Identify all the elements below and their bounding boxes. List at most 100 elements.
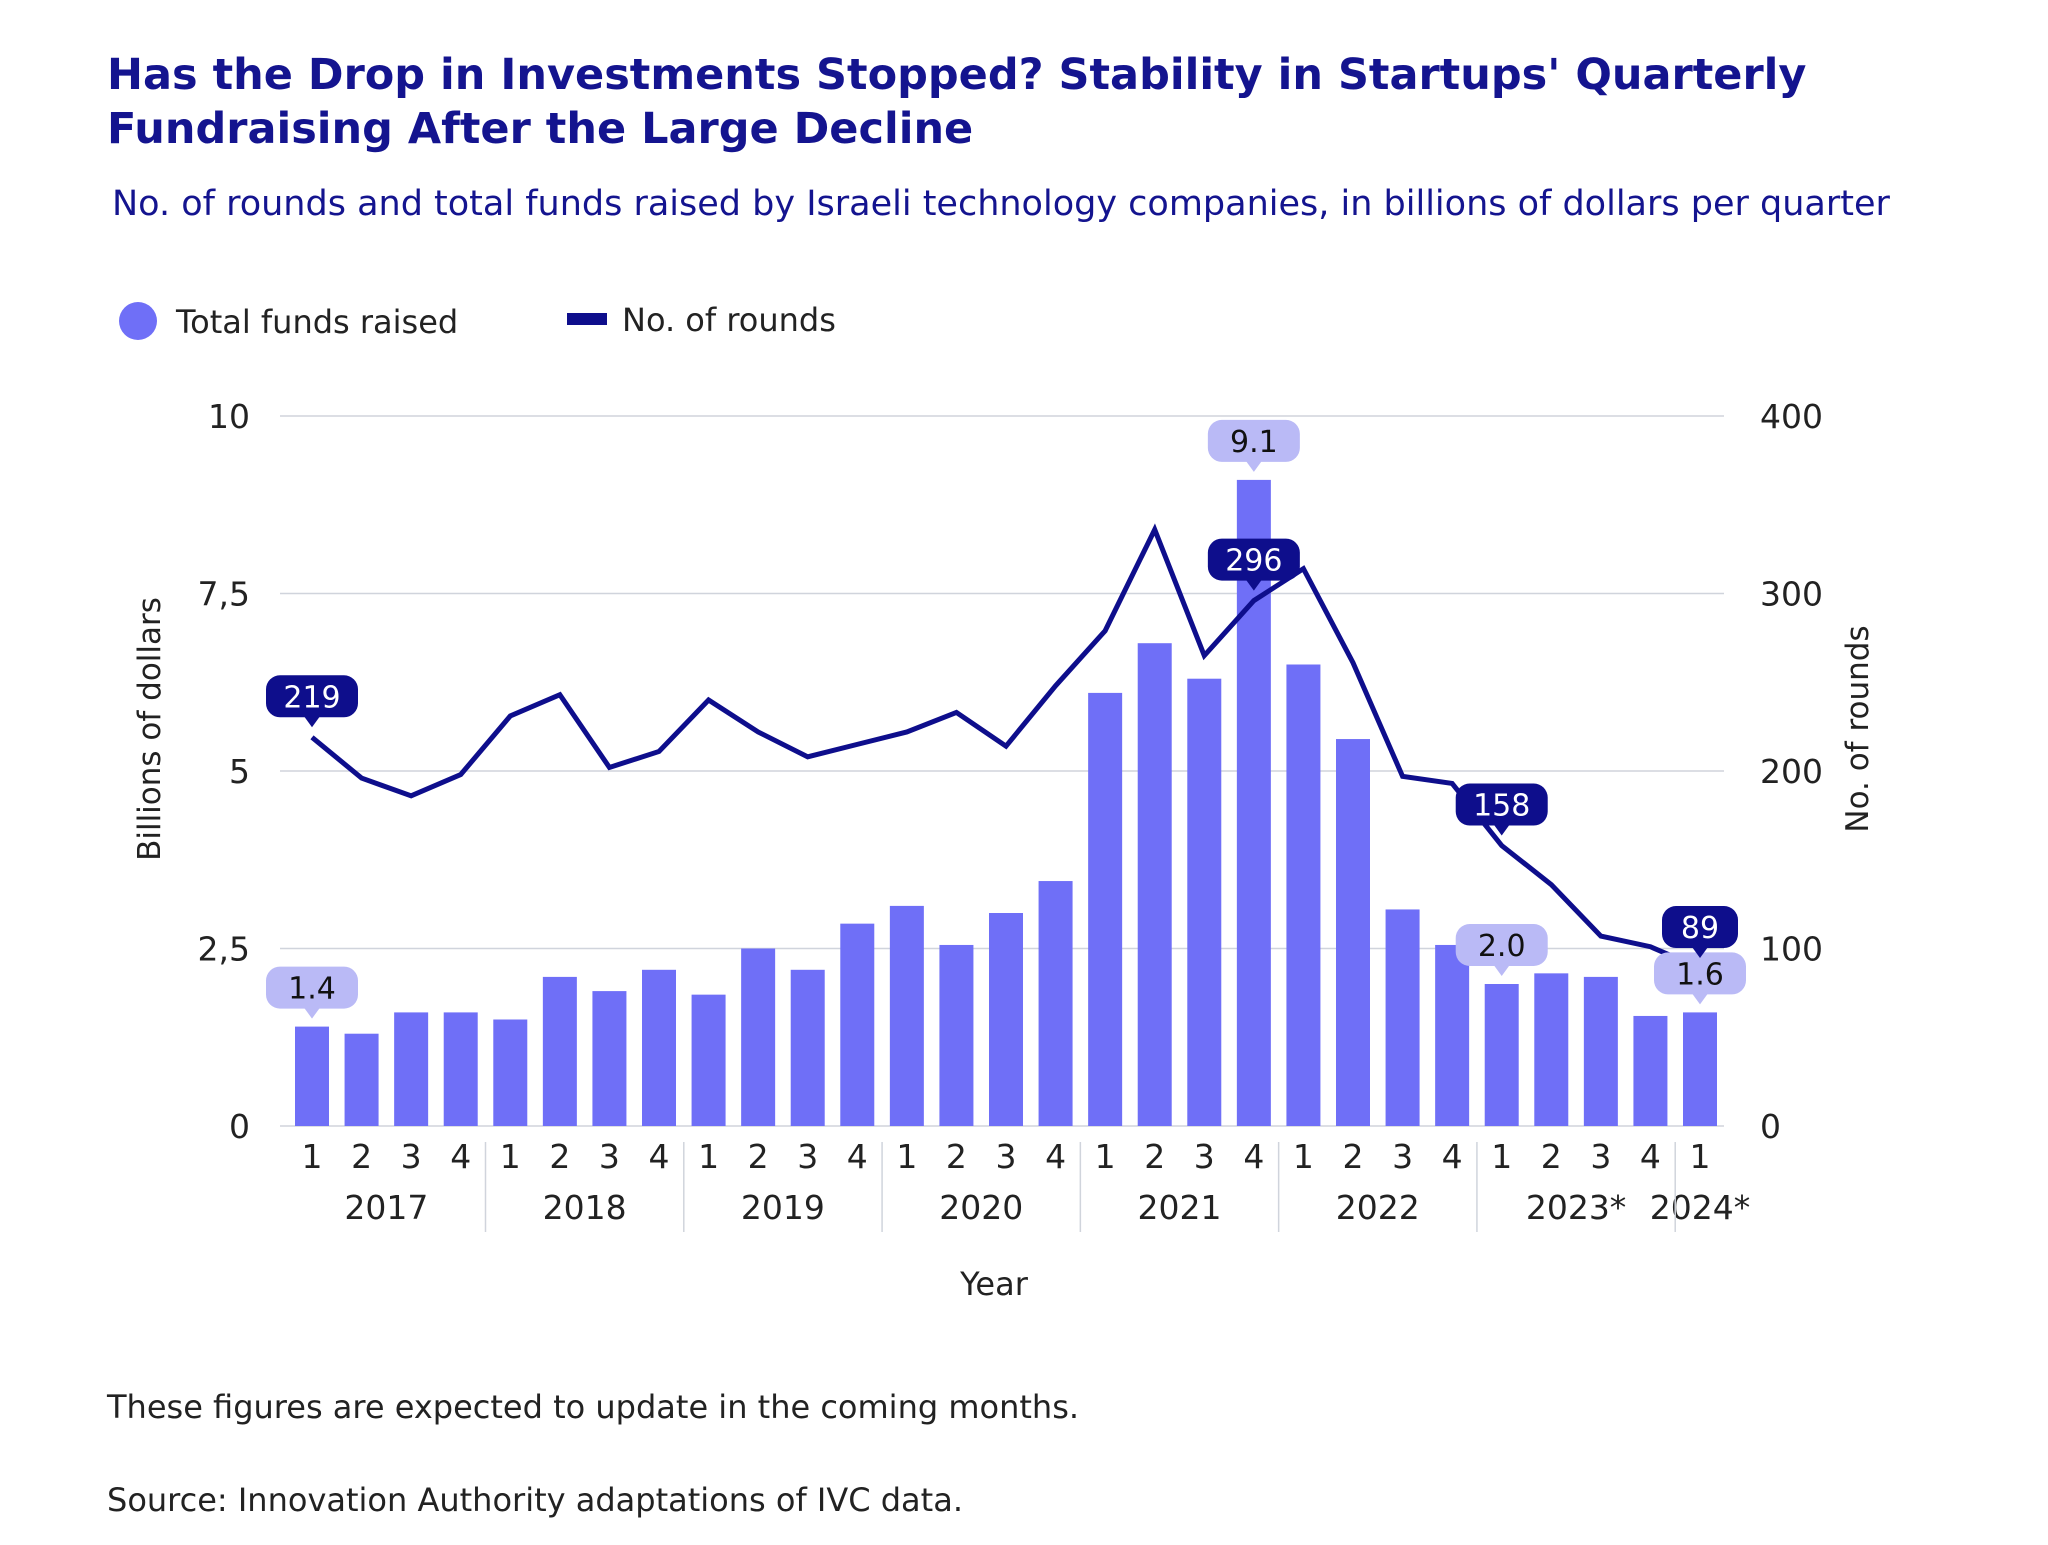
- bar-value-label: 2.0: [1455, 924, 1548, 976]
- label-bubble: [266, 675, 358, 718]
- quarter-tick-label: 1: [896, 1137, 917, 1176]
- quarter-tick-label: 4: [1045, 1137, 1066, 1176]
- bar: [1385, 909, 1420, 1126]
- y-tick-label: 2,5: [198, 930, 250, 969]
- bar: [989, 913, 1023, 1126]
- y2-tick-label: 200: [1760, 752, 1823, 791]
- bar: [592, 991, 627, 1126]
- label-pointer: [1692, 993, 1708, 1005]
- label-pointer: [1245, 460, 1262, 472]
- y2-tick-label: 0: [1760, 1107, 1781, 1146]
- bar: [1633, 1015, 1668, 1126]
- year-tick-label: 2022: [1336, 1188, 1420, 1227]
- bar: [1435, 944, 1470, 1126]
- bar: [1038, 881, 1073, 1126]
- label-text: 2.0: [1478, 929, 1526, 964]
- label-text: 9.1: [1230, 425, 1278, 460]
- quarter-tick-label: 3: [1590, 1137, 1611, 1176]
- y-axis-label: Billions of dollars: [132, 597, 168, 861]
- year-tick-label: 2018: [543, 1188, 627, 1227]
- quarter-tick-label: 1: [302, 1137, 323, 1176]
- quarter-tick-label: 4: [1640, 1137, 1661, 1176]
- quarter-tick-label: 2: [946, 1137, 967, 1176]
- year-tick-label: 2024*: [1650, 1188, 1750, 1227]
- label-text: 1.6: [1676, 957, 1724, 992]
- y2-tick-label: 300: [1760, 575, 1823, 614]
- quarter-tick-label: 4: [450, 1137, 471, 1176]
- bar: [1583, 976, 1618, 1126]
- rounds-line: [310, 523, 1701, 971]
- label-bubble: [1455, 924, 1548, 966]
- label-bubble: [1654, 952, 1746, 995]
- bar: [1484, 984, 1519, 1126]
- bar: [1137, 643, 1172, 1126]
- quarter-tick-label: 2: [1541, 1137, 1562, 1176]
- y-tick-label: 0: [229, 1107, 250, 1146]
- bar: [642, 969, 676, 1126]
- quarter-tick-label: 4: [1243, 1137, 1264, 1176]
- quarter-tick-label: 4: [1442, 1137, 1463, 1176]
- source-note: Source: Innovation Authority adaptations…: [107, 1481, 963, 1519]
- year-tick-label: 2019: [741, 1188, 825, 1227]
- label-bubble: [1207, 419, 1300, 462]
- y-tick-label: 7,5: [198, 575, 250, 614]
- bar: [1683, 1012, 1717, 1126]
- year-tick-label: 2023*: [1526, 1188, 1626, 1227]
- bar-value-label: 9.1: [1207, 419, 1300, 472]
- quarter-tick-label: 3: [401, 1137, 422, 1176]
- label-bubble: [266, 966, 358, 1009]
- label-text: 219: [283, 680, 340, 715]
- quarter-tick-label: 3: [1392, 1137, 1413, 1176]
- quarter-tick-label: 1: [500, 1137, 521, 1176]
- label-bubble: [1662, 906, 1738, 949]
- bar-value-label: 1.6: [1654, 952, 1746, 1005]
- rounds-value-label: 219: [266, 675, 358, 728]
- quarter-tick-label: 1: [698, 1137, 719, 1176]
- quarter-tick-label: 2: [351, 1137, 372, 1176]
- chart-title: Has the Drop in Investments Stopped? Sta…: [107, 50, 1807, 154]
- bar: [1286, 664, 1321, 1126]
- bar: [295, 1026, 329, 1126]
- update-note: These figures are expected to update in …: [107, 1388, 1080, 1426]
- year-tick-label: 2020: [939, 1188, 1023, 1227]
- quarter-tick-label: 4: [649, 1137, 670, 1176]
- bar: [691, 994, 726, 1126]
- legend: Total funds raised No. of rounds: [119, 301, 836, 341]
- legend-line-label: No. of rounds: [622, 301, 836, 339]
- bar: [1088, 692, 1123, 1126]
- bar: [1187, 678, 1222, 1126]
- quarter-tick-label: 1: [1690, 1137, 1711, 1176]
- label-pointer: [1692, 947, 1708, 959]
- label-text: 1.4: [288, 972, 336, 1007]
- bar: [394, 1012, 429, 1126]
- quarter-tick-label: 3: [1194, 1137, 1215, 1176]
- quarter-tick-label: 4: [847, 1137, 868, 1176]
- year-tick-label: 2021: [1138, 1188, 1222, 1227]
- quarter-tick-label: 3: [996, 1137, 1017, 1176]
- label-pointer: [1245, 579, 1262, 591]
- legend-bar-label: Total funds raised: [175, 303, 458, 341]
- quarter-tick-label: 2: [1144, 1137, 1165, 1176]
- bar: [542, 976, 577, 1126]
- rounds-value-label: 158: [1455, 783, 1548, 836]
- legend-line-swatch: [567, 313, 607, 325]
- quarter-tick-label: 1: [1293, 1137, 1314, 1176]
- y-tick-label: 5: [229, 752, 250, 791]
- rounds-value-label: 296: [1207, 538, 1300, 591]
- bar: [741, 948, 776, 1126]
- label-pointer: [304, 716, 320, 728]
- label-pointer: [1493, 824, 1510, 836]
- label-pointer: [304, 1007, 320, 1019]
- y2-axis-label: No. of rounds: [1840, 625, 1876, 832]
- label-text: 296: [1225, 544, 1282, 579]
- quarter-tick-label: 1: [1095, 1137, 1116, 1176]
- quarter-tick-label: 1: [1491, 1137, 1512, 1176]
- bar: [889, 905, 924, 1126]
- y2-tick-label: 100: [1760, 930, 1823, 969]
- bar: [790, 969, 825, 1126]
- y-tick-label: 10: [208, 397, 250, 436]
- label-text: 158: [1473, 789, 1530, 824]
- quarter-tick-label: 2: [1343, 1137, 1364, 1176]
- bar: [493, 1019, 528, 1126]
